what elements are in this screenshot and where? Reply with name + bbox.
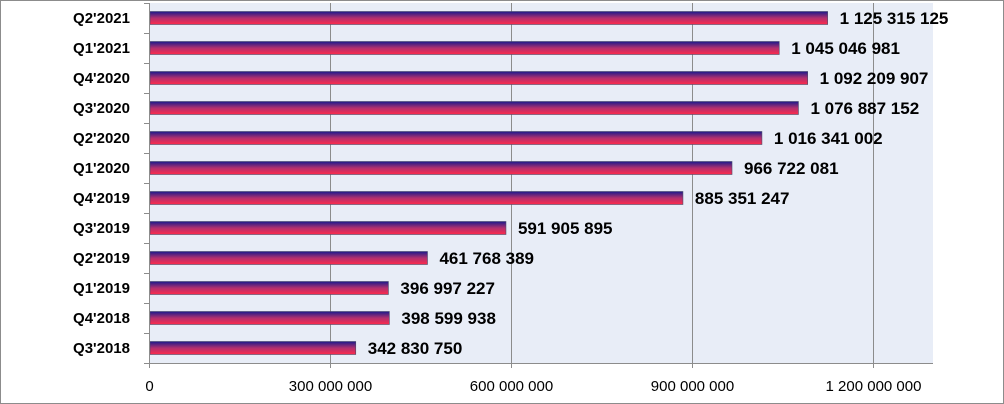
axes <box>144 3 933 368</box>
x-tick-labels: 0 300 000 000 600 000 000 900 000 000 1 200 … <box>145 378 921 395</box>
category-label: Q4'2019 <box>73 190 130 207</box>
bar <box>149 11 828 25</box>
category-label: Q3'2018 <box>73 340 130 357</box>
value-label: 461 768 389 <box>439 249 534 268</box>
value-label: 398 599 938 <box>401 309 496 328</box>
category-label: Q3'2020 <box>73 100 130 117</box>
value-label: 966 722 081 <box>744 159 839 178</box>
category-label: Q1'2020 <box>73 160 130 177</box>
bar <box>149 71 808 85</box>
value-label: 1 045 046 981 <box>791 39 900 58</box>
value-label: 1 125 315 125 <box>840 9 949 28</box>
bar <box>149 101 799 115</box>
bar <box>149 161 733 175</box>
category-label: Q3'2019 <box>73 220 130 237</box>
category-label: Q4'2018 <box>73 310 130 327</box>
plot-area <box>149 3 933 363</box>
value-label: 1 092 209 907 <box>820 69 929 88</box>
value-label: 342 830 750 <box>368 339 463 358</box>
value-label: 1 016 341 002 <box>774 129 883 148</box>
value-label: 396 997 227 <box>400 279 495 298</box>
bar <box>149 251 428 265</box>
value-labels: 1 125 315 125 1 045 046 981 1 092 209 907 1… <box>368 9 949 358</box>
value-label: 1 076 887 152 <box>810 99 919 118</box>
x-tick-label: 900 000 000 <box>651 378 734 395</box>
bar <box>149 311 390 325</box>
bar <box>149 41 780 55</box>
bars <box>149 11 828 355</box>
category-label: Q1'2019 <box>73 280 130 297</box>
category-label: Q2'2020 <box>73 130 130 147</box>
x-tick-label: 0 <box>145 378 153 395</box>
x-tick-label: 1 200 000 000 <box>826 378 922 395</box>
category-label: Q2'2019 <box>73 250 130 267</box>
value-label: 885 351 247 <box>695 189 790 208</box>
x-tick-label: 300 000 000 <box>289 378 372 395</box>
value-label: 591 905 895 <box>518 219 613 238</box>
gridlines <box>330 3 874 363</box>
bar <box>149 281 389 295</box>
category-label: Q4'2020 <box>73 70 130 87</box>
bar <box>149 221 507 235</box>
category-labels: Q2'2021 Q1'2021 Q4'2020 Q3'2020 Q2'2020 Q1'20… <box>73 10 130 357</box>
x-tick-label: 600 000 000 <box>470 378 553 395</box>
category-label: Q1'2021 <box>73 40 130 57</box>
bar <box>149 191 684 205</box>
bar <box>149 131 763 145</box>
bar <box>149 341 357 355</box>
category-label: Q2'2021 <box>73 10 130 27</box>
